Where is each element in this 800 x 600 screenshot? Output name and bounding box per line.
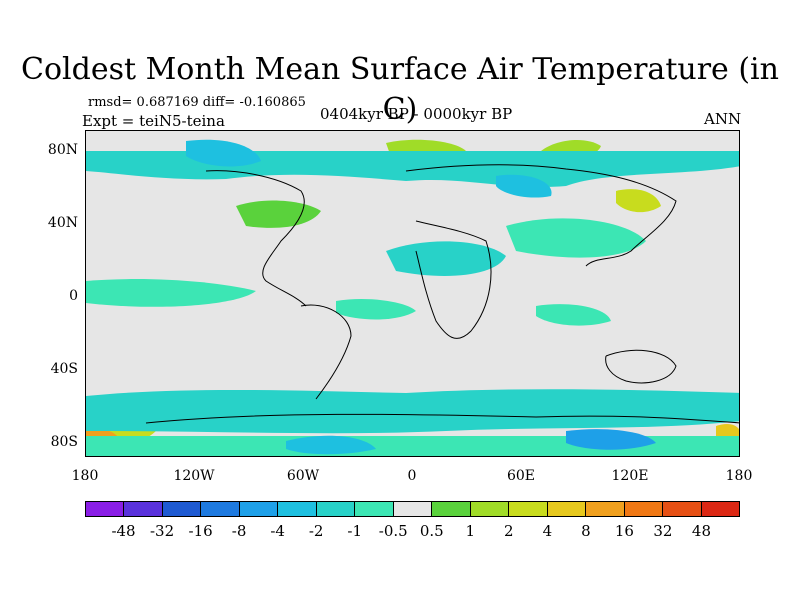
colorbar-swatch xyxy=(316,502,356,516)
colorbar-label: 48 xyxy=(691,522,712,540)
x-tick-60w: 60W xyxy=(286,468,320,484)
x-tick-180e: 180 xyxy=(725,468,753,484)
colorbar-swatch xyxy=(470,502,510,516)
colorbar-label: 16 xyxy=(614,522,634,540)
colorbar-swatch xyxy=(586,502,625,516)
colorbar-label: -48 xyxy=(111,522,136,540)
colorbar-label: -16 xyxy=(188,522,213,540)
colorbar-swatch xyxy=(124,502,163,516)
colorbar-swatch xyxy=(86,502,125,516)
colorbar-label: -0.5 xyxy=(378,522,408,540)
colorbar-swatch xyxy=(278,502,317,516)
coastlines xyxy=(145,164,739,424)
colorbar-label: -2 xyxy=(308,522,324,540)
x-tick-0: 0 xyxy=(407,468,417,484)
colorbar-swatch xyxy=(355,502,394,516)
y-tick-40n: 40N xyxy=(47,215,78,231)
colorbar-swatch xyxy=(547,502,587,516)
colorbar-label: -8 xyxy=(231,522,247,540)
colorbar-swatch xyxy=(624,502,664,516)
cooling-patches xyxy=(86,139,739,456)
map-plot-area xyxy=(85,130,740,457)
colorbar-swatch xyxy=(509,502,548,516)
colorbar-label: 32 xyxy=(653,522,673,540)
colorbar-swatch xyxy=(393,502,433,516)
colorbar-swatch xyxy=(201,502,240,516)
x-tick-120e: 120E xyxy=(611,468,649,484)
colorbar-label: 1 xyxy=(465,522,476,540)
colorbar-label: 8 xyxy=(581,522,591,540)
season-label: ANN xyxy=(704,110,742,128)
colorbar-swatch xyxy=(432,502,471,516)
colorbar-label: 0.5 xyxy=(419,522,444,540)
colorbar-swatch xyxy=(239,502,279,516)
x-tick-60e: 60E xyxy=(506,468,536,484)
colorbar-label: -4 xyxy=(270,522,285,540)
colorbar-label: 4 xyxy=(542,522,553,540)
colorbar-swatch xyxy=(162,502,202,516)
colorbar-label: 2 xyxy=(504,522,514,540)
colorbar-swatch xyxy=(701,502,739,516)
colorbar-label: -32 xyxy=(149,522,175,540)
y-tick-80s: 80S xyxy=(50,434,78,450)
x-tick-120w: 120W xyxy=(173,468,215,484)
x-tick-180w: 180 xyxy=(71,468,99,484)
colorbar xyxy=(85,501,740,517)
experiment-label: Expt = teiN5-teina xyxy=(82,112,225,130)
y-tick-40s: 40S xyxy=(50,361,78,377)
map-title: Coldest Month Mean Surface Air Temperatu… xyxy=(21,52,779,127)
y-tick-80n: 80N xyxy=(47,142,78,158)
map-canvas xyxy=(86,139,739,456)
period-label: 0404kyr BP - 0000kyr BP xyxy=(320,105,513,123)
colorbar-swatch xyxy=(663,502,702,516)
colorbar-label: -1 xyxy=(347,522,363,540)
y-tick-0: 0 xyxy=(69,288,78,304)
stats-label: rmsd= 0.687169 diff= -0.160865 xyxy=(88,95,306,110)
